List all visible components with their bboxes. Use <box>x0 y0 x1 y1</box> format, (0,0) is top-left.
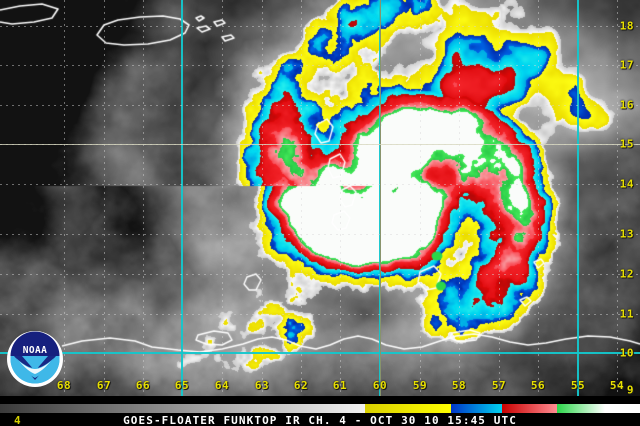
latitude-label: 16 <box>619 98 634 112</box>
longitude-label: 56 <box>530 379 546 392</box>
latitude-label: 15 <box>619 137 634 151</box>
latitude-label: 9 <box>626 383 634 397</box>
color-scale-segment-warm-gray-ramp <box>0 404 365 413</box>
longitude-label: 66 <box>135 379 151 392</box>
caption-row: 4 GOES-FLOATER FUNKTOP IR CH. 4 - OCT 30… <box>0 413 640 426</box>
bottom-info-bar: 4 GOES-FLOATER FUNKTOP IR CH. 4 - OCT 30… <box>0 396 640 426</box>
longitude-label: 61 <box>332 379 348 392</box>
latitude-label: 18 <box>619 19 634 33</box>
longitude-label: 64 <box>214 379 230 392</box>
ir-imagery-canvas <box>0 0 640 396</box>
longitude-label: 54 <box>609 379 625 392</box>
color-scale-segment-white-tail <box>604 404 640 413</box>
latitude-label: 10 <box>619 346 634 360</box>
color-scale-segment-yellow <box>364 404 452 413</box>
longitude-label: 57 <box>491 379 507 392</box>
color-scale-bar <box>0 404 640 413</box>
latitude-label: 14 <box>619 177 634 191</box>
satellite-image <box>0 0 640 396</box>
latitude-label: 17 <box>619 58 634 72</box>
longitude-label: 55 <box>570 379 586 392</box>
channel-marker: 4 <box>14 414 21 426</box>
color-scale-segment-blue-cyan <box>451 404 503 413</box>
color-scale-segment-red-pink <box>502 404 557 413</box>
noaa-logo-icon: NOAA <box>7 331 63 387</box>
latitude-label: 12 <box>619 267 634 281</box>
longitude-label: 60 <box>372 379 388 392</box>
longitude-label: 67 <box>96 379 112 392</box>
longitude-label: 65 <box>174 379 190 392</box>
product-title: GOES-FLOATER FUNKTOP IR CH. 4 - OCT 30 1… <box>123 414 517 426</box>
noaa-logo: NOAA <box>4 328 66 390</box>
longitude-label: 62 <box>293 379 309 392</box>
longitude-label: 63 <box>254 379 270 392</box>
noaa-logo-text: NOAA <box>23 345 47 356</box>
color-scale-segment-green-white <box>556 404 605 413</box>
latitude-label: 13 <box>619 227 634 241</box>
longitude-label: 68 <box>56 379 72 392</box>
latitude-label: 11 <box>619 307 634 321</box>
longitude-label: 58 <box>451 379 467 392</box>
longitude-label: 59 <box>412 379 428 392</box>
